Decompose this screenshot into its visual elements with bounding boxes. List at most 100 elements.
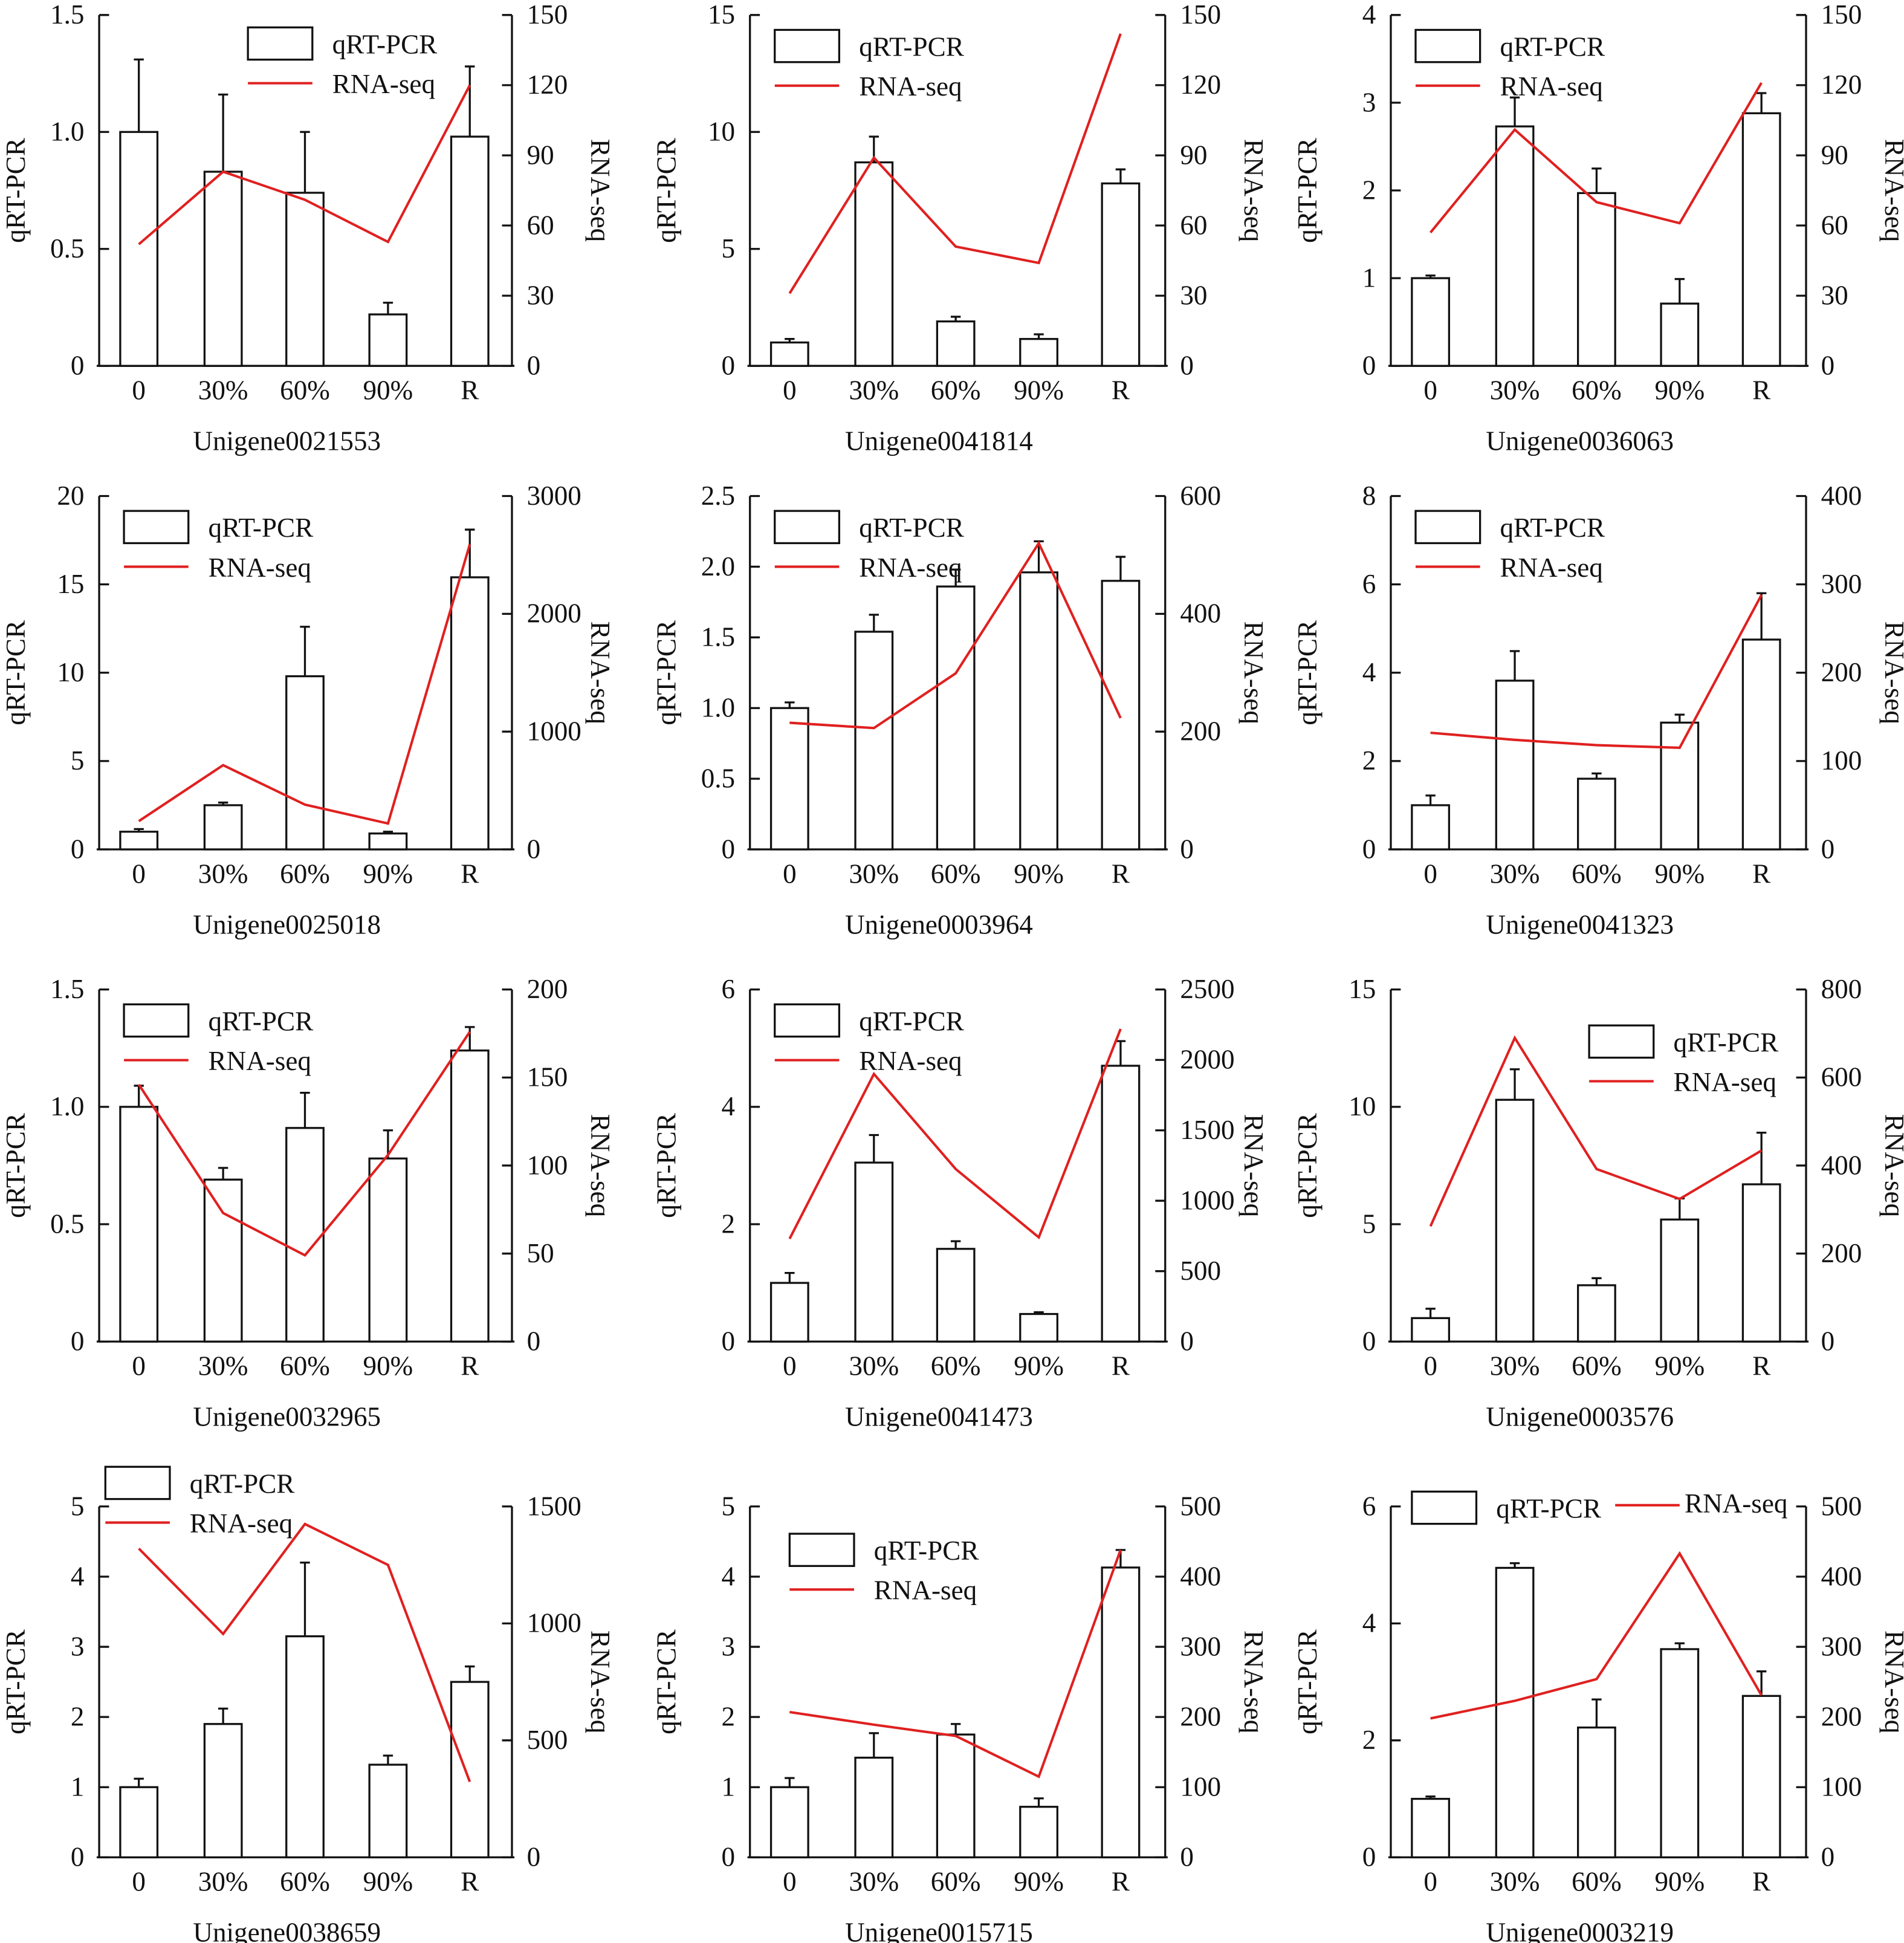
- legend: qRT-PCR RNA-seq: [123, 510, 314, 583]
- bar: [203, 804, 243, 851]
- legend: qRT-PCR RNA-seq: [123, 1003, 314, 1076]
- bar: [285, 1635, 325, 1858]
- y2-tick-label: 100: [1821, 1772, 1862, 1802]
- y2-axis-label: RNA-seq: [1879, 1114, 1904, 1217]
- x-tick-label: 90%: [363, 1351, 413, 1381]
- x-tick-label: 90%: [1014, 1867, 1064, 1897]
- bar: [119, 1786, 159, 1858]
- x-tick-label: R: [1112, 858, 1130, 889]
- legend: qRT-PCR RNA-seq: [1414, 510, 1605, 583]
- y-tick-label: 5: [722, 1491, 736, 1521]
- y2-tick-label: 150: [527, 0, 568, 30]
- legend-label: RNA-seq: [1500, 71, 1602, 102]
- bar: [285, 1127, 325, 1343]
- x-tick-label: 60%: [931, 858, 981, 889]
- bar: [1741, 638, 1781, 851]
- legend-label: RNA-seq: [859, 1046, 962, 1076]
- bar: [285, 675, 325, 851]
- y-tick-label: 1.0: [50, 117, 84, 147]
- legend-label: RNA-seq: [209, 1046, 311, 1076]
- legend-label: qRT-PCR: [209, 513, 314, 543]
- y-tick-label: 6: [1362, 1491, 1376, 1521]
- legend-bar-swatch: [774, 1003, 841, 1038]
- x-tick-label: 60%: [931, 1867, 981, 1897]
- bar: [1660, 721, 1700, 851]
- y2-tick-label: 150: [1180, 0, 1221, 30]
- y-tick-label: 8: [1362, 481, 1376, 511]
- y-tick-label: 0: [71, 1842, 85, 1872]
- y-axis-label: qRT-PCR: [1, 1112, 31, 1218]
- y2-tick-label: 400: [1821, 1561, 1862, 1591]
- y-tick-label: 3: [1362, 87, 1376, 117]
- y-tick-label: 5: [722, 233, 736, 264]
- y2-tick-label: 300: [1821, 569, 1862, 599]
- bar: [450, 576, 490, 851]
- chart-panel: 0 0.5 1.0 1.5 2.0 2.5 0 200 400 600 0 30% 60% 90% RqRT…: [652, 481, 1269, 940]
- y-tick-label: 0: [71, 351, 85, 381]
- y-axis-label: qRT-PCR: [1292, 1112, 1323, 1218]
- legend: qRT-PCR RNA-seq: [104, 1465, 295, 1539]
- legend-label: RNA-seq: [859, 71, 962, 102]
- y2-tick-label: 200: [1821, 657, 1862, 687]
- legend-label: RNA-seq: [190, 1508, 293, 1539]
- y2-tick-label: 2000: [527, 598, 581, 629]
- legend-label: qRT-PCR: [1500, 513, 1605, 543]
- bar: [1019, 1312, 1058, 1343]
- y2-tick-label: 90: [1821, 140, 1848, 170]
- y-tick-label: 0: [722, 1326, 736, 1357]
- chart-title: Unigene0032965: [193, 1402, 381, 1432]
- y-tick-label: 15: [57, 569, 84, 599]
- y-tick-label: 0: [71, 1326, 85, 1357]
- x-tick-label: 90%: [1654, 1351, 1705, 1381]
- bar: [1019, 338, 1058, 367]
- legend-label: qRT-PCR: [209, 1006, 314, 1036]
- y2-tick-label: 500: [1180, 1491, 1221, 1521]
- y2-tick-label: 3000: [527, 481, 581, 511]
- y-tick-label: 1.0: [50, 1091, 84, 1121]
- legend-label: qRT-PCR: [859, 31, 965, 62]
- rna-seq-line: [1430, 1551, 1763, 1720]
- y2-tick-label: 1500: [527, 1491, 581, 1521]
- bar: [368, 313, 408, 367]
- y2-axis-label: RNA-seq: [1239, 139, 1269, 242]
- y2-tick-label: 60: [1180, 210, 1207, 240]
- y-tick-label: 4: [722, 1091, 736, 1121]
- x-tick-label: 60%: [280, 858, 330, 889]
- chart-title: Unigene0003219: [1486, 1918, 1674, 1943]
- y2-tick-label: 60: [1821, 210, 1848, 240]
- y2-tick-label: 600: [1180, 481, 1221, 511]
- x-tick-label: 0: [783, 1351, 797, 1381]
- x-tick-label: R: [1112, 1867, 1130, 1897]
- chart-title: Unigene0021553: [193, 426, 381, 456]
- x-tick-label: R: [1752, 375, 1771, 406]
- x-tick-label: 30%: [1490, 375, 1540, 406]
- x-tick-label: 30%: [198, 1351, 248, 1381]
- legend-bar-swatch: [1414, 28, 1481, 63]
- y2-tick-label: 400: [1821, 1150, 1862, 1180]
- y-tick-label: 2: [722, 1701, 736, 1731]
- bar: [936, 585, 976, 851]
- y-tick-label: 3: [722, 1631, 736, 1661]
- x-tick-label: 30%: [849, 1351, 899, 1381]
- bar: [1101, 1566, 1141, 1858]
- y2-tick-label: 150: [1821, 0, 1862, 30]
- x-tick-label: 0: [132, 1351, 146, 1381]
- bar: [450, 1049, 490, 1343]
- chart-panel: 0 0.5 1.0 1.5 0 50 100 150 200 0 30% 60% 90% RqRT-PCR…: [1, 974, 615, 1432]
- y-tick-label: 0: [1362, 1842, 1376, 1872]
- y2-tick-label: 120: [1180, 70, 1221, 100]
- y-axis-label: qRT-PCR: [652, 1629, 682, 1734]
- y2-axis-label: RNA-seq: [1879, 139, 1904, 242]
- y2-axis-label: RNA-seq: [1239, 1630, 1269, 1733]
- y2-tick-label: 200: [1180, 1701, 1221, 1731]
- y2-tick-label: 0: [527, 351, 541, 381]
- legend-label: RNA-seq: [1500, 553, 1602, 583]
- y-axis-label: qRT-PCR: [652, 1112, 682, 1218]
- legend-bar-swatch: [1588, 1024, 1655, 1059]
- legend-label: RNA-seq: [209, 553, 311, 583]
- bar: [1495, 1098, 1535, 1343]
- y-tick-label: 5: [71, 1491, 85, 1521]
- x-tick-label: 90%: [1014, 375, 1064, 406]
